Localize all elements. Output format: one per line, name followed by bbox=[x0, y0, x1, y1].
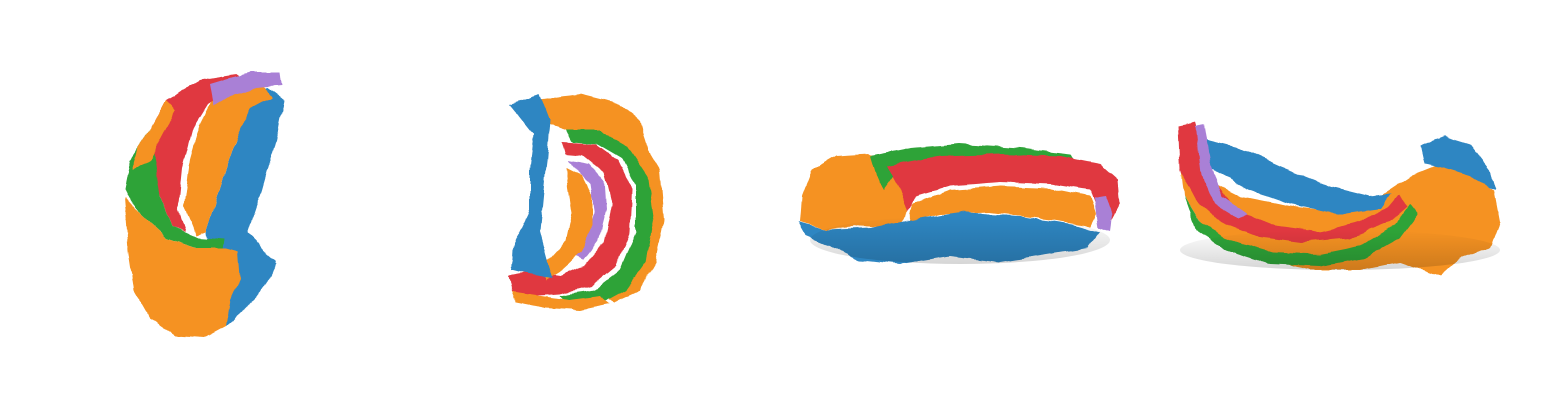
view-4-blue-tip-region bbox=[1420, 136, 1496, 190]
view-2-blue-region bbox=[510, 94, 552, 278]
view-3-purple-region bbox=[1094, 196, 1112, 232]
view-1-inner-orange-region bbox=[184, 86, 272, 236]
view-1-lower-orange-region bbox=[124, 196, 250, 338]
view-4-purple-region bbox=[1196, 124, 1248, 220]
view-4-blue-top-region bbox=[1200, 138, 1390, 214]
shading-overlay bbox=[810, 216, 1500, 270]
view-2-red-region bbox=[508, 142, 632, 296]
view-2-inner-orange-region bbox=[546, 168, 592, 280]
view-1-upper-orange-region bbox=[132, 100, 176, 170]
surface-view-2 bbox=[508, 94, 664, 310]
view-3-inner-orange-region bbox=[908, 186, 1096, 226]
view-1-red-region bbox=[150, 74, 250, 232]
view-1-purple-region bbox=[210, 72, 282, 106]
view-3-red-region bbox=[888, 154, 1120, 226]
surface-view-1 bbox=[124, 72, 284, 338]
view-2-purple-region bbox=[568, 160, 606, 260]
view-2-green-region bbox=[560, 130, 654, 308]
view-1-lower-blue-region bbox=[226, 250, 276, 326]
view-2-bottom-orange-region bbox=[512, 292, 610, 310]
